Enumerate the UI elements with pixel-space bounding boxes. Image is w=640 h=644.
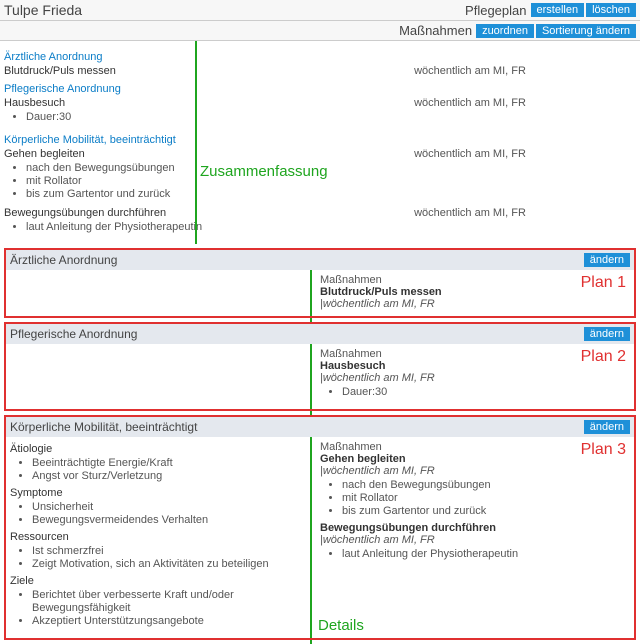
list-item: Bewegungsvermeidendes Verhalten [32,514,310,527]
plan-annotation: Plan 1 [581,274,626,292]
measure-name: Gehen begleiten [4,148,304,160]
schedule-text: wöchentlich am MI, FR [304,207,636,219]
schedule-text: |wöchentlich am MI, FR [320,534,630,546]
list-item: Ist schmerzfrei [32,545,310,558]
plan-header: Körperliche Mobilität, beeinträchtigtänd… [6,417,634,437]
bullet-list: Dauer:30 [342,386,630,399]
summary-row: Hausbesuch Dauer:30wöchentlich am MI, FR [4,97,636,128]
list-item: Beeinträchtigte Energie/Kraft [32,457,310,470]
list-item: Berichtet über verbesserte Kraft und/ode… [32,589,310,615]
assign-button[interactable]: zuordnen [476,24,534,38]
plan-block: Ärztliche AnordnungändernPlan 1Maßnahmen… [4,248,636,318]
group-heading: Ziele [10,575,310,587]
list-item: Unsicherheit [32,501,310,514]
create-button[interactable]: erstellen [531,3,585,17]
list-item: nach den Bewegungsübungen [342,479,630,492]
header-row-1: Tulpe Frieda Pflegeplan erstellen lösche… [0,0,640,21]
summary-panel: Zusammenfassung Ärztliche Anordnung Blutd… [0,41,640,244]
plan-header: Ärztliche Anordnungändern [6,250,634,270]
section-link[interactable]: Pflegerische Anordnung [4,83,636,95]
list-item: laut Anleitung der Physiotherapeutin [342,548,630,561]
measures-label: Maßnahmen [399,23,472,38]
bullet-list: UnsicherheitBewegungsvermeidendes Verhal… [32,501,310,527]
list-item: bis zum Gartentor und zurück [342,505,630,518]
sort-button[interactable]: Sortierung ändern [536,24,636,38]
bullet-list: Berichtet über verbesserte Kraft und/ode… [32,589,310,628]
measure-name: Hausbesuch [4,97,304,109]
plan-block: Pflegerische AnordnungändernPlan 2Maßnah… [4,322,636,411]
bullet-list: nach den Bewegungsübungenmit Rollatorbis… [342,479,630,518]
details-panel: Ärztliche AnordnungändernPlan 1Maßnahmen… [0,248,640,644]
list-item: Dauer:30 [26,111,304,124]
plan-header: Pflegerische Anordnungändern [6,324,634,344]
list-item: bis zum Gartentor und zurück [26,188,304,201]
plan-annotation: Plan 2 [581,348,626,366]
plan-title: Ärztliche Anordnung [10,253,582,267]
summary-row: Blutdruck/Puls messenwöchentlich am MI, … [4,65,636,77]
plan-block: Körperliche Mobilität, beeinträchtigtänd… [4,415,636,640]
bullet-list: Ist schmerzfreiZeigt Motivation, sich an… [32,545,310,571]
edit-button[interactable]: ändern [584,327,630,341]
edit-button[interactable]: ändern [584,253,630,267]
measure-name: Bewegungsübungen durchführen [320,522,630,534]
bullet-list: Beeinträchtigte Energie/KraftAngst vor S… [32,457,310,483]
schedule-text: |wöchentlich am MI, FR [320,465,630,477]
delete-button[interactable]: löschen [586,3,636,17]
list-item: Zeigt Motivation, sich an Aktivitäten zu… [32,558,310,571]
bullet-list: laut Anleitung der Physiotherapeutin [342,548,630,561]
plan-title: Körperliche Mobilität, beeinträchtigt [10,420,582,434]
pflegeplan-label: Pflegeplan [465,3,526,18]
measure-name: Bewegungsübungen durchführen [4,207,304,219]
edit-button[interactable]: ändern [584,420,630,434]
summary-divider [195,41,197,244]
summary-annotation: Zusammenfassung [200,163,328,180]
schedule-text: wöchentlich am MI, FR [304,65,636,77]
list-item: Akzeptiert Unterstützungsangebote [32,615,310,628]
details-annotation: Details [318,617,364,634]
list-item: Angst vor Sturz/Verletzung [32,470,310,483]
header-row-2: Maßnahmen zuordnen Sortierung ändern [0,21,640,41]
list-item: laut Anleitung der Physiotherapeutin [26,221,304,234]
summary-row: Bewegungsübungen durchführen laut Anleitu… [4,207,636,238]
plan-annotation: Plan 3 [581,441,626,459]
schedule-text: |wöchentlich am MI, FR [320,372,630,384]
bullet-list: Dauer:30 [26,111,304,124]
group-heading: Symptome [10,487,310,499]
group-heading: Ätiologie [10,443,310,455]
bullet-list: laut Anleitung der Physiotherapeutin [26,221,304,234]
section-link[interactable]: Ärztliche Anordnung [4,51,636,63]
section-link[interactable]: Körperliche Mobilität, beeinträchtigt [4,134,636,146]
schedule-text: wöchentlich am MI, FR [304,148,636,160]
group-heading: Ressourcen [10,531,310,543]
list-item: Dauer:30 [342,386,630,399]
list-item: mit Rollator [342,492,630,505]
patient-name: Tulpe Frieda [4,2,465,18]
plan-title: Pflegerische Anordnung [10,327,582,341]
measure-name: Blutdruck/Puls messen [4,65,304,77]
schedule-text: |wöchentlich am MI, FR [320,298,630,310]
schedule-text: wöchentlich am MI, FR [304,97,636,109]
